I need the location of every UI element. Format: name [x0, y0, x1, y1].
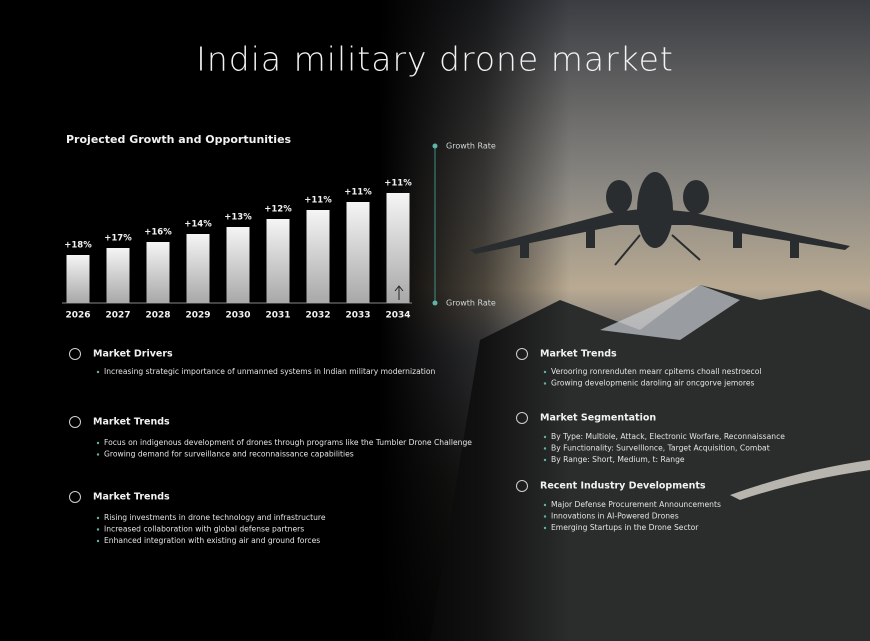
bullet: [96, 453, 100, 456]
section-item: Increased collaboration with global defe…: [104, 525, 304, 534]
bar-annotation: +12%: [264, 205, 292, 215]
bullet: [96, 539, 100, 543]
chart-title: Projected Growth and Opportunities: [66, 133, 292, 146]
bar: [146, 242, 170, 303]
x-tick-label: 2027: [105, 311, 130, 321]
section-item: Increasing strategic importance of unman…: [104, 367, 435, 376]
river: [730, 460, 870, 500]
section-heading: Market Drivers: [93, 349, 173, 360]
section-icon: [69, 491, 81, 503]
x-tick-label: 2031: [265, 311, 290, 321]
bar: [306, 210, 330, 303]
bar: [186, 234, 210, 303]
section-icon: [69, 348, 81, 360]
bar-annotation: +13%: [224, 213, 252, 223]
bullet: [543, 435, 547, 439]
section-item: Major Defense Procurement Announcements: [551, 500, 721, 509]
section-icon: [516, 348, 528, 360]
side-label: Growth Rate: [446, 299, 496, 308]
bullet: [543, 526, 547, 530]
bullet: [543, 503, 547, 507]
bullet: [96, 441, 100, 445]
bullet: [543, 447, 547, 450]
x-tick-label: 2033: [345, 311, 370, 321]
bullet: [543, 458, 547, 462]
bar-annotation: +11%: [384, 179, 412, 189]
drone: [470, 172, 850, 266]
section-icon: [69, 416, 81, 428]
bar-annotation: +11%: [344, 188, 372, 198]
section-item: Emerging Startups in the Drone Sector: [551, 523, 699, 532]
x-tick-label: 2034: [385, 311, 410, 321]
section-item: Verooring ronrenduten mearr cpitems choa…: [551, 367, 761, 376]
bullet: [96, 528, 100, 531]
x-tick-label: 2029: [185, 311, 210, 321]
section-item: Growing developmenic daroling air oncgor…: [551, 379, 755, 388]
x-tick-label: 2032: [305, 311, 330, 321]
section-heading: Recent Industry Developments: [540, 481, 706, 492]
side-label: Growth Rate: [446, 142, 496, 151]
section-item: Growing demand for surveillance and reco…: [104, 450, 354, 459]
section-heading: Market Trends: [93, 417, 170, 428]
section-item: Focus on indigenous development of drone…: [104, 438, 472, 447]
section-item: Innovations in AI-Powered Drones: [551, 512, 679, 521]
side-dot: [432, 143, 438, 149]
bar: [226, 227, 250, 303]
bar-annotation: +11%: [304, 196, 332, 206]
side-dot: [432, 300, 438, 306]
bar: [106, 248, 130, 303]
bar: [266, 219, 290, 303]
section-item: By Type: Multiole, Attack, Electronic Wo…: [551, 432, 785, 441]
bullet: [543, 382, 547, 385]
bar-annotation: +18%: [64, 241, 92, 251]
page-title: India military drone market: [196, 40, 674, 79]
x-tick-label: 2030: [225, 311, 250, 321]
section-item: Rising investments in drone technology a…: [104, 513, 326, 522]
bar-annotation: +14%: [184, 220, 212, 230]
fade: [380, 0, 570, 641]
section-heading: Market Segmentation: [540, 413, 656, 424]
section-item: By Range: Short, Medium, t: Range: [551, 455, 685, 464]
section-heading: Market Trends: [540, 349, 617, 360]
section-icon: [516, 480, 528, 492]
bullet: [543, 515, 547, 518]
x-tick-label: 2028: [145, 311, 170, 321]
snow: [600, 285, 740, 340]
x-tick-label: 2026: [65, 311, 90, 321]
section-heading: Market Trends: [93, 492, 170, 503]
section-item: By Functionality: Survelllonce, Target A…: [551, 444, 770, 453]
bar: [386, 193, 410, 303]
bullet: [96, 370, 100, 374]
section-item: Enhanced integration with existing air a…: [104, 536, 320, 545]
bar: [346, 202, 370, 303]
bar: [66, 255, 90, 303]
bar-annotation: +16%: [144, 228, 172, 238]
section-icon: [516, 412, 528, 424]
bullet: [96, 516, 100, 520]
bullet: [543, 370, 547, 374]
arrow-icon: [394, 285, 404, 300]
bar-annotation: +17%: [104, 234, 132, 244]
